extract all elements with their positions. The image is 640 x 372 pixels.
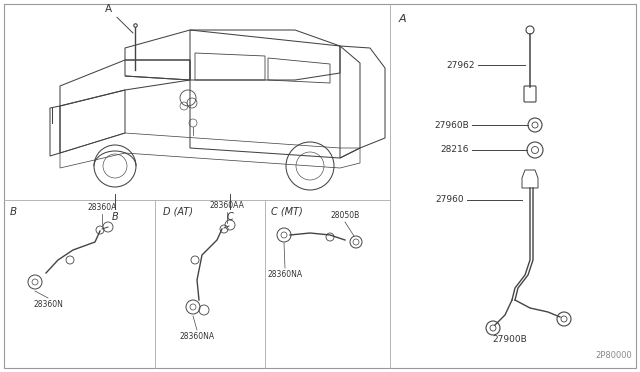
Text: B: B bbox=[111, 212, 118, 222]
Text: C (MT): C (MT) bbox=[271, 207, 303, 217]
Text: 28360NA: 28360NA bbox=[179, 332, 214, 341]
FancyBboxPatch shape bbox=[524, 86, 536, 102]
Text: 28360AA: 28360AA bbox=[209, 201, 244, 210]
Text: C: C bbox=[227, 212, 234, 222]
Text: 28050B: 28050B bbox=[330, 211, 360, 220]
Text: 27960B: 27960B bbox=[435, 121, 469, 129]
Text: D (AT): D (AT) bbox=[163, 207, 193, 217]
Text: 2P80000: 2P80000 bbox=[595, 351, 632, 360]
Text: 28360N: 28360N bbox=[33, 300, 63, 309]
Text: 27960: 27960 bbox=[435, 196, 464, 205]
Text: A: A bbox=[399, 14, 406, 24]
Text: B: B bbox=[10, 207, 17, 217]
Text: 28216: 28216 bbox=[440, 145, 469, 154]
Text: 28360NA: 28360NA bbox=[268, 270, 303, 279]
Text: A: A bbox=[105, 4, 133, 33]
Text: 27900B: 27900B bbox=[493, 335, 527, 344]
Text: 28360A: 28360A bbox=[87, 203, 116, 212]
Text: 27962: 27962 bbox=[447, 61, 475, 70]
